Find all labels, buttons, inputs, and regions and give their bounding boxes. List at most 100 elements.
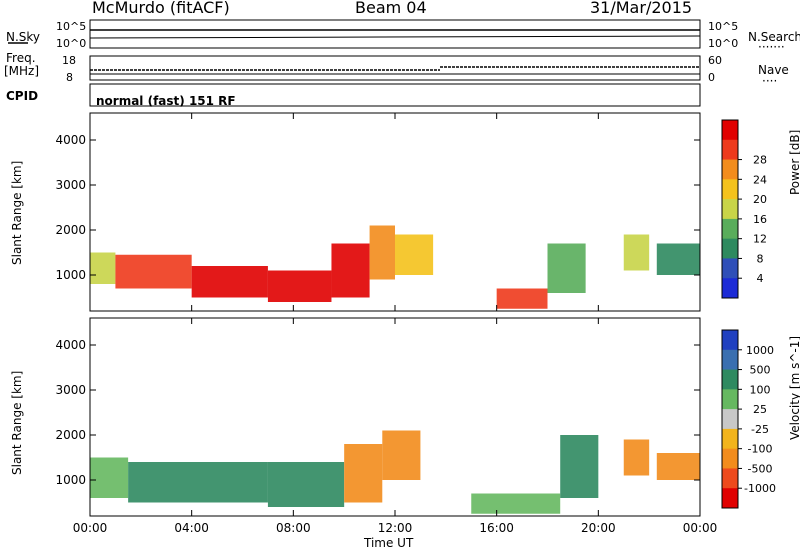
velocity-colorbar: 1000 500 100 25 -25 -100 -500 -1000: [721, 329, 776, 509]
velocity-colorbar-cell-0: [722, 330, 738, 351]
noise-tick-left-high: 10^5: [56, 20, 87, 33]
velocity-band-4: [382, 430, 421, 480]
power-colorbar-cell-5: [722, 218, 738, 240]
velocity-colorbar-cell-8: [722, 488, 738, 509]
noise-panel-frame: [89, 19, 701, 49]
nsearch-label: N.Search: [748, 30, 800, 44]
cpid-label: CPID: [6, 89, 39, 103]
velocity-ytick-3: 4000: [55, 338, 86, 352]
velocity-colorbar-cell-6: [722, 448, 738, 469]
freq-label: Freq.: [6, 51, 36, 65]
power-colorbar-label: Power [dB]: [788, 129, 800, 195]
nsearch-dots: ·······: [758, 40, 785, 54]
velocity-colorbar-tick-7: -1000: [744, 482, 776, 495]
velocity-band-1: [128, 462, 268, 503]
power-colorbar-cell-1: [722, 139, 738, 161]
velocity-colorbar-cell-2: [722, 369, 738, 390]
velocity-xtick-3: 12:00: [378, 521, 413, 535]
station-title: McMurdo (fitACF): [92, 0, 230, 17]
velocity-colorbar-tick-0: 1000: [746, 344, 774, 357]
power-band-0: [90, 252, 116, 284]
velocity-colorbar-cell-5: [722, 428, 738, 450]
velocity-xtick-6: 00:00: [683, 521, 718, 535]
power-colorbar-tick-6: 28: [753, 154, 767, 167]
nave-label: Nave: [758, 63, 789, 77]
velocity-colorbar-label: Velocity [m s^-1]: [788, 335, 800, 440]
power-colorbar-cell-7: [722, 258, 738, 279]
cpid-panel-frame: [89, 83, 701, 107]
nsky-label: N.Sky: [6, 30, 41, 44]
freq-tick-high: 18: [62, 54, 76, 67]
power-band-3: [267, 270, 332, 302]
power-ytick-1: 2000: [55, 223, 86, 237]
freq-panel-frame: [89, 55, 701, 81]
power-band-1: [115, 254, 192, 289]
velocity-ytick-2: 3000: [55, 383, 86, 397]
velocity-xtick-0: 00:00: [73, 521, 108, 535]
velocity-colorbar-tick-3: 25: [753, 403, 767, 416]
velocity-colorbar-tick-4: -25: [751, 423, 769, 436]
power-ytick-0: 1000: [55, 268, 86, 282]
velocity-xtick-4: 16:00: [479, 521, 514, 535]
power-colorbar-cell-6: [722, 238, 738, 259]
velocity-band-6: [560, 435, 599, 498]
date-title: 31/Mar/2015: [590, 0, 693, 17]
nave-tick-low: 0: [708, 71, 715, 84]
power-colorbar-tick-2: 12: [753, 233, 767, 246]
nave-dots: ····: [762, 74, 778, 88]
power-band-7: [496, 288, 548, 309]
velocity-colorbar-tick-5: -100: [748, 443, 773, 456]
noise-tick-right-high: 10^5: [708, 20, 739, 33]
power-colorbar-tick-4: 20: [753, 193, 767, 206]
velocity-ytick-1: 2000: [55, 428, 86, 442]
velocity-colorbar-tick-2: 100: [750, 383, 771, 396]
velocity-band-0: [90, 457, 129, 498]
velocity-xtick-2: 08:00: [276, 521, 311, 535]
power-colorbar-cell-2: [722, 159, 738, 180]
freq-unit: [MHz]: [4, 64, 40, 78]
noise-tick-right-low: 10^0: [708, 37, 739, 50]
power-colorbar-tick-1: 8: [757, 252, 764, 265]
velocity-band-8: [656, 453, 700, 480]
velocity-colorbar-cell-7: [722, 468, 738, 489]
beam-title: Beam 04: [355, 0, 427, 17]
cpid-text: normal (fast) 151 RF: [96, 94, 236, 108]
velocity-ytick-0: 1000: [55, 473, 86, 487]
velocity-panel: 1000 2000 3000 4000 00:00 04:00 08:00 12:00 16:0…: [55, 317, 718, 535]
velocity-colorbar-cell-3: [722, 389, 738, 410]
velocity-colorbar-tick-6: -500: [748, 462, 773, 475]
power-colorbar-tick-0: 4: [757, 272, 764, 285]
power-band-9: [623, 234, 650, 271]
freq-trace: [90, 66, 700, 75]
velocity-xtick-5: 20:00: [581, 521, 616, 535]
velocity-band-5: [471, 493, 561, 514]
velocity-xtick-1: 04:00: [174, 521, 209, 535]
velocity-band-2: [267, 462, 345, 507]
velocity-colorbar-tick-1: 500: [750, 364, 771, 377]
power-band-6: [395, 234, 434, 275]
power-ylabel: Slant Range [km]: [10, 160, 24, 265]
power-ytick-3: 4000: [55, 133, 86, 147]
power-panel: 1000 2000 3000 4000: [55, 112, 701, 312]
power-band-2: [191, 266, 268, 298]
power-band-10: [656, 243, 700, 275]
noise-tick-left-low: 10^0: [56, 37, 87, 50]
velocity-band-3: [344, 444, 383, 503]
velocity-xlabel: Time UT: [364, 536, 414, 550]
power-band-5: [369, 225, 395, 280]
velocity-colorbar-cell-4: [722, 409, 738, 430]
power-colorbar: 4 8 12 16 20 24 28: [721, 119, 767, 299]
power-colorbar-cell-8: [722, 278, 738, 299]
power-colorbar-cell-3: [722, 179, 738, 200]
power-band-4: [331, 243, 370, 298]
freq-tick-low: 8: [66, 71, 73, 84]
velocity-band-7: [623, 439, 650, 476]
power-colorbar-tick-3: 16: [753, 213, 767, 226]
velocity-ylabel: Slant Range [km]: [10, 370, 24, 475]
power-colorbar-cell-4: [722, 199, 738, 220]
nave-tick-high: 60: [708, 54, 722, 67]
power-colorbar-cell-0: [722, 120, 738, 141]
power-ytick-2: 3000: [55, 178, 86, 192]
velocity-colorbar-cell-1: [722, 349, 738, 371]
